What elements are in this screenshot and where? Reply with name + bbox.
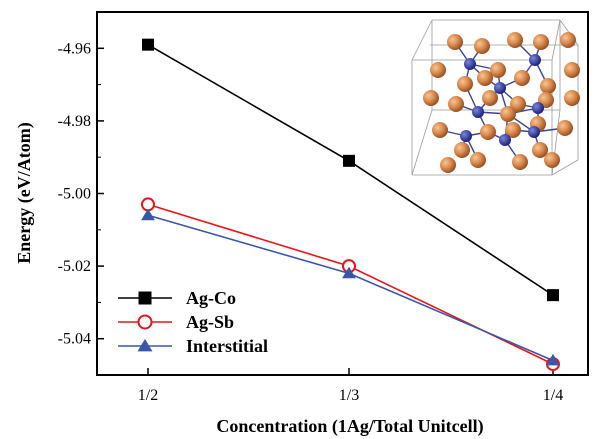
x-tick-label: 1/2 (138, 387, 158, 404)
atom (482, 90, 498, 106)
atom (474, 38, 490, 54)
atom (505, 122, 521, 138)
x-tick-label: 1/3 (339, 387, 359, 404)
x-axis: 1/2 1/3 1/4 (138, 368, 563, 404)
data-point (142, 38, 154, 51)
crystal-structure-inset (411, 19, 580, 176)
atom (457, 76, 473, 92)
data-point (137, 314, 153, 330)
series-interstitial (141, 208, 560, 366)
y-tick-label: -5.04 (58, 331, 91, 348)
y-tick-label: -4.98 (58, 113, 91, 130)
atom (528, 126, 540, 138)
atom (472, 106, 484, 118)
plot-area (96, 11, 589, 376)
atom (447, 34, 463, 50)
data-point (343, 154, 355, 167)
series-ag-co (142, 38, 559, 302)
atom (440, 157, 456, 173)
atom (533, 34, 549, 50)
legend-item: Ag-Co (118, 288, 236, 308)
atom (432, 122, 448, 138)
atom (540, 78, 556, 94)
atom (499, 134, 511, 146)
atom (480, 124, 496, 140)
atom (510, 96, 526, 112)
atom (477, 70, 493, 86)
legend-label: Ag-Sb (186, 312, 234, 332)
y-tick-label: -4.96 (58, 40, 91, 57)
atom (512, 154, 528, 170)
atom (544, 152, 560, 168)
atom (529, 54, 541, 66)
legend: Ag-Co Ag-Sb Interstitial (118, 288, 268, 356)
atom (490, 62, 506, 78)
atom (560, 32, 576, 48)
atom (532, 142, 548, 158)
unit-cell-edge (551, 159, 579, 176)
atom (423, 90, 439, 106)
atom (460, 130, 472, 142)
x-axis-title: Concentration (1Ag/Total Unitcell) (216, 416, 483, 437)
atom (500, 106, 516, 122)
data-point (141, 208, 155, 221)
legend-item: Ag-Sb (118, 312, 234, 332)
plot-border (96, 11, 589, 376)
legend-item: Interstitial (118, 336, 268, 356)
y-tick-label: -5.02 (58, 258, 91, 275)
x-tick-label: 1/4 (543, 387, 563, 404)
y-axis: -4.96 -4.98 -5.00 -5.02 -5.04 (58, 40, 104, 348)
y-tick-label: -5.00 (58, 186, 91, 203)
atom (532, 102, 544, 114)
atom (454, 142, 470, 158)
data-point (342, 266, 356, 279)
atom (448, 96, 464, 112)
data-point (138, 291, 152, 305)
atom (470, 152, 486, 168)
legend-label: Interstitial (186, 336, 268, 356)
y-axis-title: Energy (eV/Atom) (14, 122, 35, 263)
data-point (137, 338, 153, 352)
legend-label: Ag-Co (186, 288, 236, 308)
atom (557, 120, 573, 136)
atom (430, 62, 446, 78)
atom (464, 58, 476, 70)
unit-cell-edge (551, 19, 561, 61)
atom (564, 90, 580, 106)
atom (514, 70, 530, 86)
data-point (547, 289, 559, 302)
unit-cell-edge (411, 109, 433, 176)
series-layer (141, 38, 560, 372)
unit-cell-edge (411, 19, 433, 61)
atom (494, 82, 506, 94)
data-point (546, 353, 560, 366)
atom (564, 62, 580, 78)
atom (507, 32, 523, 48)
data-point (141, 197, 155, 212)
